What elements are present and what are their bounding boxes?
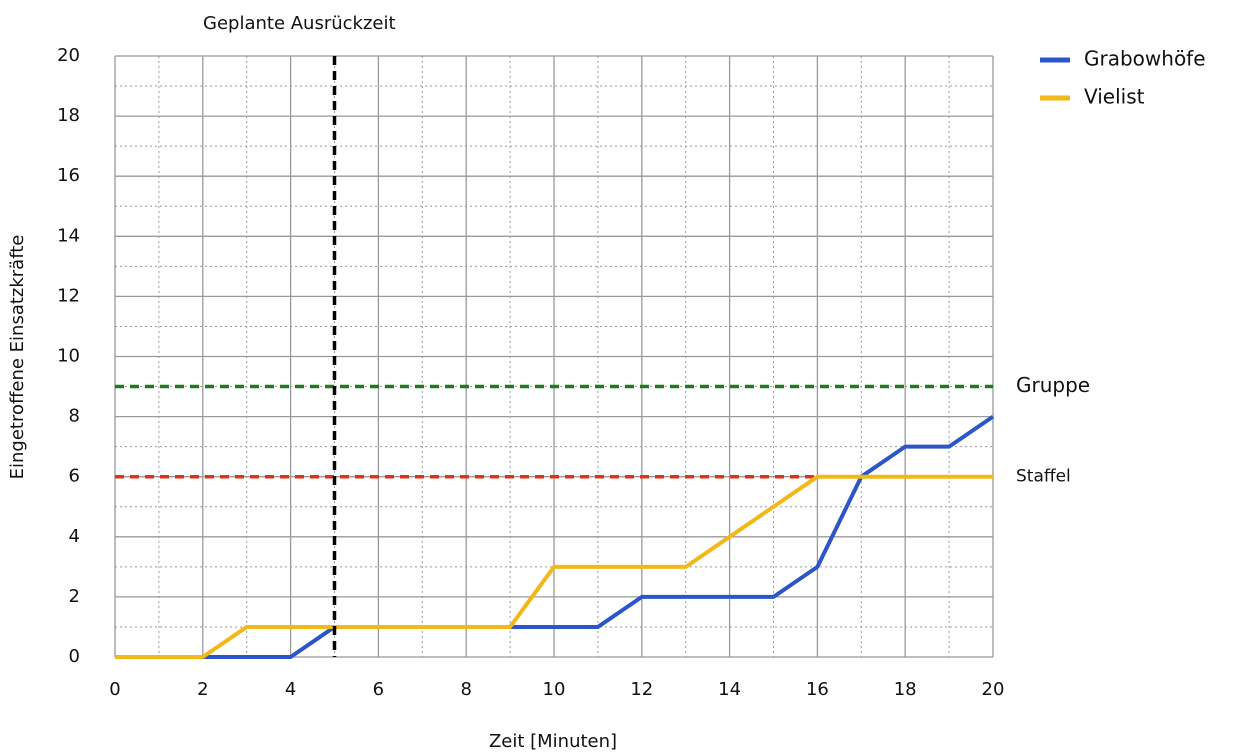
y-tick-label: 16 xyxy=(57,165,80,186)
x-tick-label: 14 xyxy=(718,679,741,700)
reference-label: Staffel xyxy=(1016,467,1071,487)
y-tick-label: 0 xyxy=(69,646,80,667)
y-tick-label: 8 xyxy=(69,406,80,427)
x-tick-label: 6 xyxy=(373,679,384,700)
y-tick-label: 18 xyxy=(57,105,80,126)
y-tick-label: 2 xyxy=(69,586,80,607)
y-tick-label: 14 xyxy=(57,225,80,246)
x-tick-label: 2 xyxy=(197,679,208,700)
y-tick-label: 6 xyxy=(69,466,80,487)
x-tick-label: 18 xyxy=(894,679,917,700)
x-tick-label: 16 xyxy=(806,679,829,700)
x-tick-label: 0 xyxy=(109,679,120,700)
y-axis-label: Eingetroffene Einsatzkräfte xyxy=(7,235,28,480)
legend-label: Grabowhöfe xyxy=(1084,47,1206,71)
reference-label: Gruppe xyxy=(1016,373,1090,397)
legend-label: Vielist xyxy=(1084,85,1145,109)
y-tick-label: 10 xyxy=(57,346,80,367)
reference-label: Geplante Ausrückzeit xyxy=(203,13,396,34)
y-tick-label: 20 xyxy=(57,45,80,66)
y-tick-label: 12 xyxy=(57,285,80,306)
x-tick-label: 20 xyxy=(982,679,1005,700)
y-tick-label: 4 xyxy=(69,526,80,547)
x-tick-label: 10 xyxy=(543,679,566,700)
line xyxy=(115,474,993,659)
line xyxy=(115,414,995,659)
x-axis-label: Zeit [Minuten] xyxy=(489,731,617,752)
x-tick-label: 12 xyxy=(630,679,653,700)
x-tick-label: 8 xyxy=(460,679,471,700)
x-tick-label: 4 xyxy=(285,679,296,700)
